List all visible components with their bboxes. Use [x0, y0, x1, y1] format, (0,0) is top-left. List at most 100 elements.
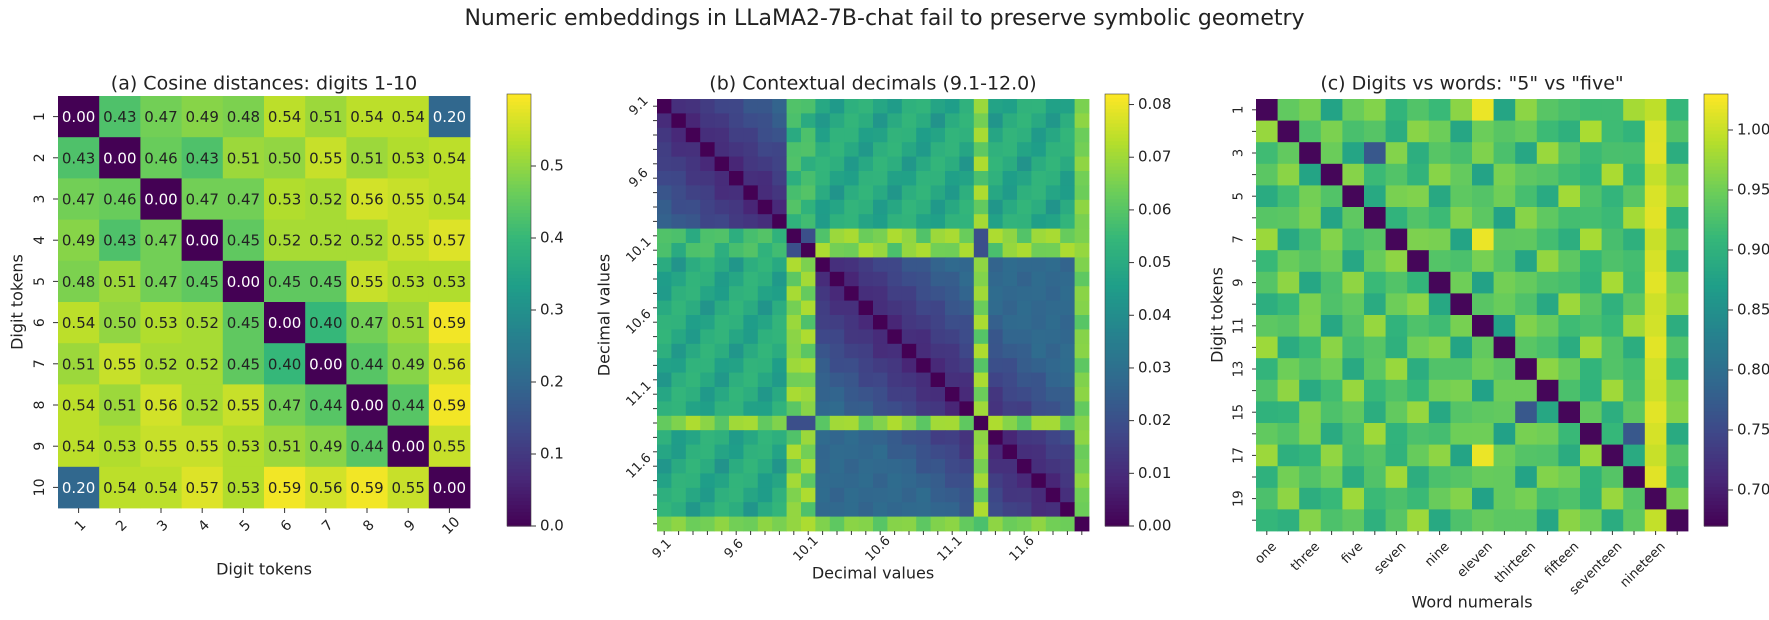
panel-b-cell — [959, 473, 975, 489]
panel-a-cell — [387, 343, 430, 385]
panel-c-cell — [1385, 271, 1408, 294]
panel-b-cell — [901, 487, 917, 503]
panel-a-cell-label: 0.50 — [103, 314, 136, 332]
panel-b-cell — [959, 315, 975, 330]
panel-c-cell — [1580, 228, 1602, 251]
panel-b-cell — [714, 315, 730, 330]
panel-b-cell — [700, 228, 715, 244]
panel-b-cell — [916, 271, 931, 287]
panel-c-cell — [1472, 271, 1494, 294]
panel-b-colorbar-tick-label: 0.04 — [1138, 306, 1171, 324]
panel-b-cell — [973, 185, 989, 201]
panel-c-cell — [1407, 423, 1430, 445]
panel-b-cell — [945, 473, 960, 489]
panel-c-cell — [1256, 163, 1278, 186]
panel-b-cell — [959, 171, 975, 186]
panel-b-cell — [844, 228, 859, 244]
panel-b-cell — [959, 401, 975, 417]
panel-c-colorbar-segment — [1704, 317, 1728, 322]
panel-b-cell — [844, 286, 859, 301]
panel-b-colorbar-segment — [1105, 169, 1129, 174]
panel-c-cell — [1580, 99, 1602, 121]
panel-c-cell — [1407, 293, 1430, 316]
panel-b-cell — [973, 199, 989, 215]
panel-b-cell — [1002, 127, 1018, 143]
panel-b-cell — [757, 502, 773, 517]
panel-b-cell — [1060, 372, 1075, 388]
panel-a-cell-label: 0.54 — [391, 108, 424, 126]
panel-b-cell — [1017, 372, 1032, 388]
panel-b-cell — [1017, 444, 1032, 460]
panel-b-cell — [916, 199, 931, 215]
panel-b-cell — [657, 329, 672, 345]
panel-b-cell — [729, 459, 744, 474]
panel-c-cell — [1536, 250, 1559, 273]
panel-a-colorbar-segment — [507, 202, 531, 207]
panel-c-cell — [1364, 207, 1386, 229]
panel-a-colorbar-segment — [507, 464, 531, 469]
panel-a-cell — [58, 219, 100, 262]
panel-b-cell — [1045, 415, 1061, 431]
panel-b-cell — [887, 401, 903, 417]
panel-c-cell — [1623, 401, 1646, 424]
panel-b-cell — [1017, 358, 1032, 373]
panel-b-cell — [930, 243, 946, 258]
panel-b-cell — [1017, 329, 1032, 345]
panel-b-cell — [973, 228, 989, 244]
panel-b-cell — [729, 300, 744, 316]
panel-a-cell — [222, 343, 265, 385]
panel-a-cell-label: 0.48 — [62, 273, 95, 291]
panel-b-cell — [829, 127, 845, 143]
panel-b-cell — [657, 156, 672, 172]
panel-a-cell-label: 0.47 — [227, 191, 260, 209]
panel-b-cell — [714, 199, 730, 215]
panel-b-cell — [772, 228, 787, 244]
panel-c-cell — [1299, 336, 1322, 359]
panel-b-cell — [1002, 315, 1018, 330]
panel-b-cell — [657, 271, 672, 287]
panel-b-cell — [729, 113, 744, 129]
panel-b-cell — [801, 358, 816, 373]
panel-c-x-tick-label: eleven — [1454, 539, 1495, 580]
panel-b-cell — [801, 142, 816, 157]
panel-c-cell — [1320, 99, 1343, 121]
panel-a-cell-label: 0.53 — [433, 273, 466, 291]
panel-b-cell — [685, 142, 701, 157]
panel-b-cell — [901, 473, 917, 489]
panel-c-cell — [1256, 509, 1278, 532]
panel-a-colorbar-segment — [507, 486, 531, 491]
panel-a-colorbar-segment — [507, 155, 531, 160]
panel-b-cell — [1002, 171, 1018, 186]
panel-c-cell — [1277, 185, 1300, 208]
panel-b-cell — [988, 286, 1003, 301]
panel-c-cell — [1428, 315, 1451, 337]
panel-b-cell — [671, 459, 687, 474]
panel-c-cell — [1364, 401, 1386, 424]
panel-c-xlabel: Word numerals — [1411, 593, 1532, 612]
panel-b-cell — [1002, 387, 1018, 402]
panel-b-cell — [815, 243, 831, 258]
panel-b-colorbar-segment — [1105, 148, 1129, 153]
panel-b-cell — [1045, 199, 1061, 215]
panel-c-cell — [1385, 228, 1408, 251]
panel-b-cell — [815, 444, 831, 460]
panel-a-colorbar-segment — [507, 220, 531, 225]
panel-b-cell — [988, 387, 1003, 402]
panel-c-cell — [1644, 120, 1667, 143]
panel-b-cell — [671, 127, 687, 143]
panel-b-cell — [973, 502, 989, 517]
panel-c-colorbar-tick-label: 0.75 — [1737, 421, 1769, 439]
panel-b-colorbar-segment — [1105, 443, 1129, 448]
panel-c-y-tick-label: 19 — [1232, 490, 1247, 507]
panel-a-cell-label: 0.47 — [350, 314, 383, 332]
panel-c-cell — [1277, 207, 1300, 229]
panel-c-colorbar-segment — [1704, 158, 1728, 163]
panel-b-cell — [743, 372, 759, 388]
panel-a-cell — [99, 260, 141, 303]
panel-a-cell-label: 0.56 — [144, 397, 177, 415]
panel-c-cell — [1493, 163, 1516, 186]
panel-c-colorbar-segment — [1704, 313, 1728, 318]
panel-a-cell-label: 0.52 — [185, 314, 218, 332]
panel-a-colorbar-segment — [507, 317, 531, 322]
panel-b-cell — [700, 99, 715, 114]
